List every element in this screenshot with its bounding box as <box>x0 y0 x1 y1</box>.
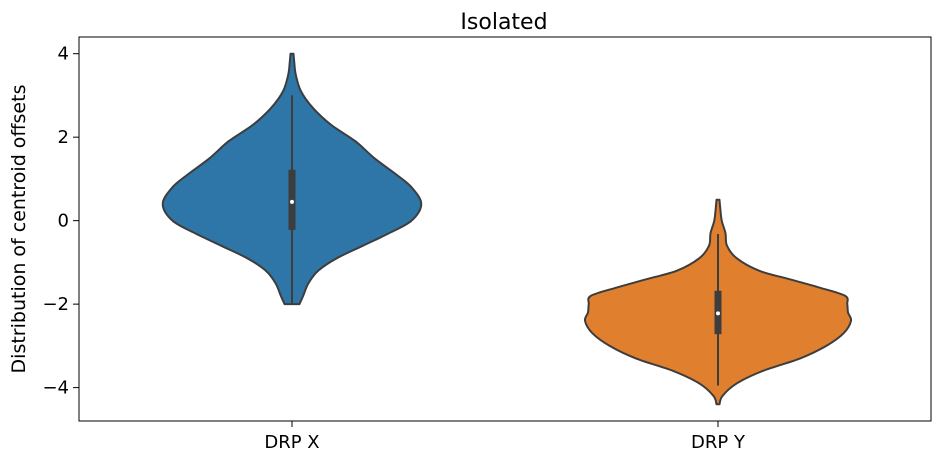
y-axis: −4 −2 0 2 4 <box>42 44 79 399</box>
y-axis-title: Distribution of centroid offsets <box>8 85 30 374</box>
x-tick-label: DRP Y <box>691 432 746 453</box>
x-axis: DRP X DRP Y <box>264 421 746 453</box>
x-tick-label: DRP X <box>264 432 319 453</box>
median-point-drp-x <box>290 199 294 204</box>
plot-frame <box>78 36 932 422</box>
median-point-drp-y <box>716 311 720 316</box>
y-tick-label: 0 <box>58 211 69 232</box>
y-tick-label: 2 <box>58 127 69 148</box>
chart-title: Isolated <box>460 10 547 35</box>
y-tick-label: 4 <box>58 44 69 65</box>
y-tick-label: −4 <box>42 378 69 399</box>
plot-area <box>161 52 853 406</box>
iqr-box-drp-x <box>288 169 296 230</box>
violin-drp-y <box>583 198 853 406</box>
y-tick-label: −2 <box>42 294 69 315</box>
violin-drp-x <box>161 52 423 306</box>
